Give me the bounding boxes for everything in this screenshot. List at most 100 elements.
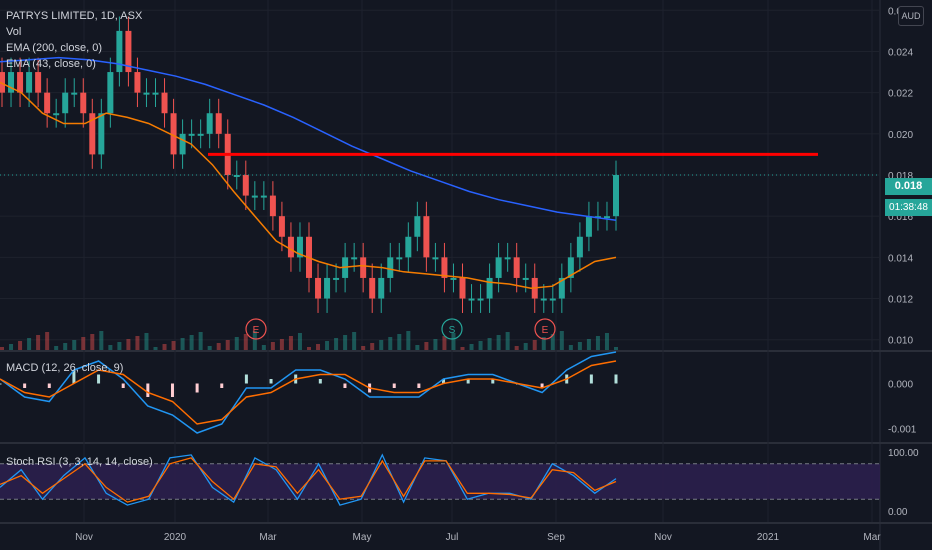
macd-histogram-bar xyxy=(269,379,273,384)
time-tick-label: Nov xyxy=(75,532,93,543)
candle-body xyxy=(107,72,114,114)
volume-bar xyxy=(297,333,302,350)
candle-body xyxy=(170,113,177,155)
candle-body xyxy=(0,72,5,93)
volume-bar xyxy=(270,342,275,350)
candle-body xyxy=(134,72,141,93)
stoch-title: Stoch RSI (3, 3, 14, 14, close) xyxy=(6,456,153,468)
volume-bar xyxy=(523,343,528,350)
volume-bar xyxy=(171,341,176,350)
volume-bar xyxy=(595,336,600,350)
candle-body xyxy=(98,113,105,155)
volume-bar xyxy=(406,331,411,350)
volume-bar xyxy=(451,333,456,350)
ema43-line xyxy=(0,81,617,289)
candle-body xyxy=(522,277,529,280)
event-marker-circle xyxy=(245,318,267,340)
macd-histogram-bar xyxy=(146,383,150,397)
candle-body xyxy=(432,257,439,260)
volume-bar xyxy=(216,343,221,350)
macd-histogram-bar xyxy=(220,383,224,388)
price-tick-label: 0.022 xyxy=(888,89,913,100)
candle-body xyxy=(287,236,294,258)
macd-tick-label: -0.001 xyxy=(888,425,917,436)
volume-bars xyxy=(0,331,618,350)
symbol-title[interactable]: PATRYS LIMITED, 1D, ASX xyxy=(6,10,143,22)
volume-legend[interactable]: Vol xyxy=(6,26,22,38)
ema200-legend[interactable]: EMA (200, close, 0) xyxy=(6,42,102,54)
candle-body xyxy=(414,216,421,237)
candle-body xyxy=(450,277,457,280)
candle-body xyxy=(333,277,340,280)
macd-legend[interactable]: MACD (12, 26, close, 9) xyxy=(6,360,123,376)
stoch-legend[interactable]: Stoch RSI (3, 3, 14, 14, close) xyxy=(6,454,153,470)
volume-bar xyxy=(198,332,203,350)
candle-body xyxy=(143,92,150,95)
volume-bar xyxy=(153,347,158,350)
price-tick-label: 0.014 xyxy=(888,253,913,264)
candle-body xyxy=(26,72,33,93)
candle-body xyxy=(477,298,484,301)
macd-histogram-bar xyxy=(318,379,322,384)
time-tick-label: May xyxy=(353,532,372,543)
volume-bar xyxy=(424,342,429,350)
volume-bar xyxy=(252,331,257,350)
stoch-tick-label: 0.00 xyxy=(888,507,908,518)
time-tick-label: Jul xyxy=(446,532,459,543)
candle-body xyxy=(360,257,367,278)
volume-bar xyxy=(135,336,140,350)
candle-body xyxy=(495,257,502,278)
volume-bar xyxy=(343,335,348,350)
volume-bar xyxy=(586,339,591,350)
bar-countdown: 01:38:48 xyxy=(885,199,932,216)
ema-lines xyxy=(0,56,880,289)
candle-body xyxy=(486,277,493,299)
ema43-legend[interactable]: EMA (43, close, 0) xyxy=(6,58,96,70)
candle-body xyxy=(513,257,520,278)
volume-bar xyxy=(379,340,384,350)
candle-body xyxy=(540,298,547,301)
main-legend: PATRYS LIMITED, 1D, ASX Vol EMA (200, cl… xyxy=(6,8,142,72)
time-tick-label: Sep xyxy=(547,532,565,543)
macd-histogram-bar xyxy=(614,374,618,384)
candle-body xyxy=(576,236,583,258)
macd-histogram-bar xyxy=(0,383,2,385)
currency-label[interactable]: AUD xyxy=(898,6,924,26)
candle-body xyxy=(179,133,186,155)
volume-bar xyxy=(514,346,519,350)
candle-body xyxy=(80,92,87,114)
candle-body xyxy=(549,298,556,301)
last-price-tag: 0.018 xyxy=(885,178,932,195)
volume-bar xyxy=(442,336,447,350)
candle-body xyxy=(315,277,322,299)
volume-bar xyxy=(496,335,501,350)
volume-bar xyxy=(487,338,492,350)
volume-bar xyxy=(361,346,366,350)
volume-bar xyxy=(370,343,375,350)
candle-body xyxy=(405,236,412,258)
signal-line xyxy=(0,360,617,425)
volume-bar xyxy=(36,335,41,350)
price-candles xyxy=(0,16,619,313)
candle-body xyxy=(260,195,267,198)
candle-body xyxy=(8,72,15,93)
stoch-d-line xyxy=(0,457,617,503)
candle-body xyxy=(197,133,204,136)
volume-bar xyxy=(288,336,293,350)
volume-bar xyxy=(604,333,609,350)
volume-bar xyxy=(316,344,321,350)
volume-bar xyxy=(81,337,86,350)
candle-body xyxy=(504,257,511,260)
candle-body xyxy=(459,277,466,299)
volume-bar xyxy=(207,346,212,350)
volume-bar xyxy=(261,345,266,350)
volume-bar xyxy=(117,342,122,350)
macd-pane xyxy=(0,351,618,434)
macd-histogram-bar xyxy=(417,383,421,388)
candle-body xyxy=(161,92,168,114)
event-marker-label: E xyxy=(542,325,549,336)
volume-bar xyxy=(334,338,339,350)
